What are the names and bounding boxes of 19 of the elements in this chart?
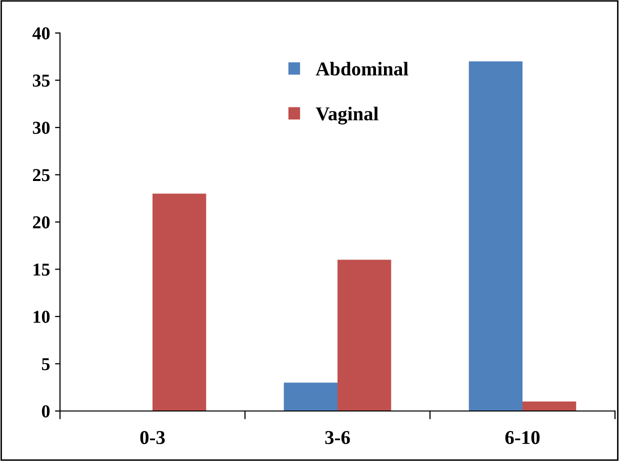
y-tick-label: 35: [32, 74, 50, 87]
bar: [338, 260, 392, 411]
y-tick-label: 5: [42, 358, 50, 370]
y-tick-label: 20: [32, 216, 50, 228]
bar: [152, 194, 206, 411]
x-tick-label: 0-3: [140, 431, 165, 444]
bar: [522, 402, 576, 411]
x-tick-label: 3-6: [325, 431, 350, 444]
y-tick-label: 0: [42, 405, 50, 418]
bar: [284, 382, 338, 411]
y-tick-label: 30: [32, 122, 50, 134]
x-tick-label: 6-10: [505, 431, 540, 444]
y-tick-label: 40: [32, 27, 50, 40]
bar: [468, 61, 522, 411]
legend-label: Vaginal: [316, 106, 378, 124]
y-tick-label: 10: [34, 310, 50, 323]
legend-label: Abdominal: [316, 62, 408, 76]
y-tick-label: 15: [34, 264, 50, 276]
y-tick-label: 25: [32, 169, 50, 182]
